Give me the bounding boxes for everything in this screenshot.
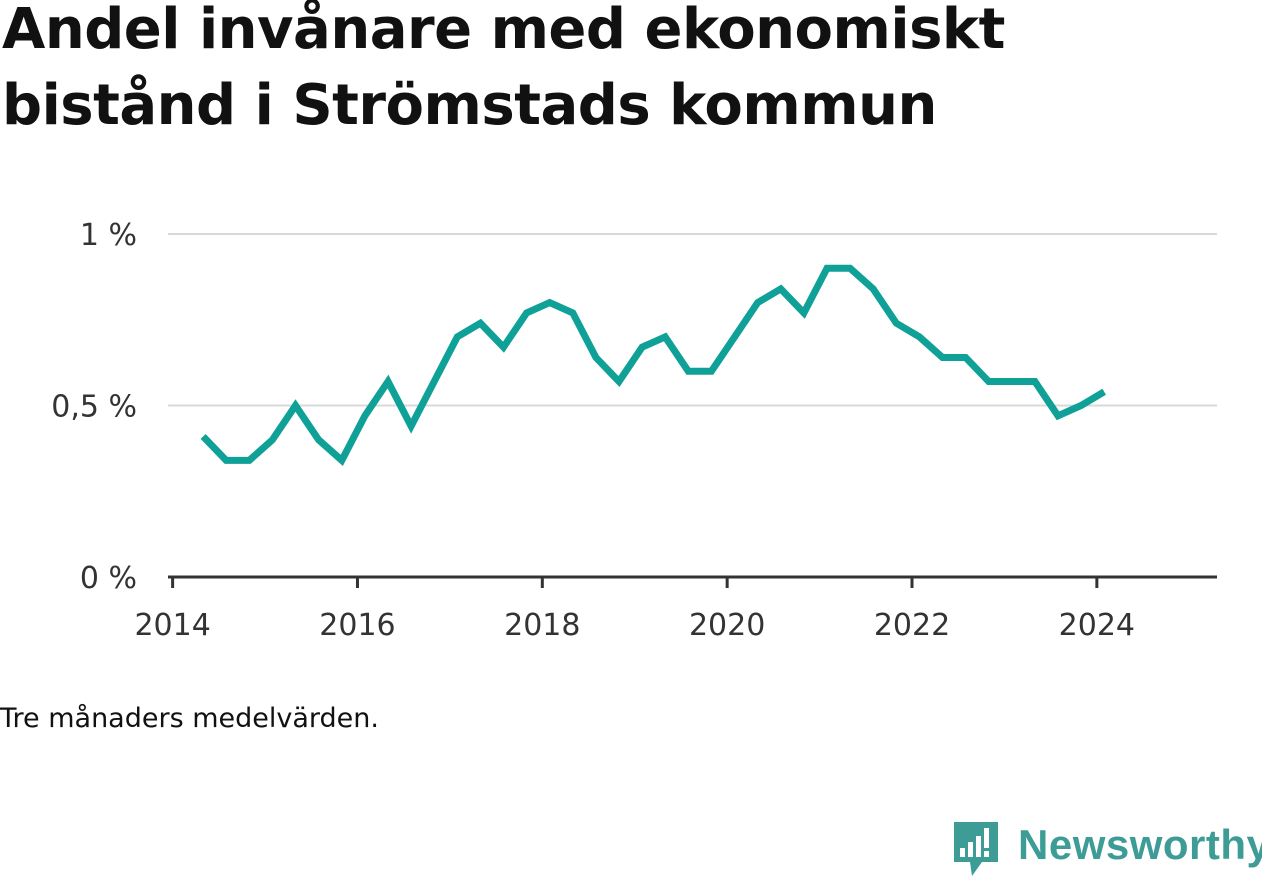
brand-name: Newsworthy xyxy=(1018,821,1262,868)
y-tick-label: 0 % xyxy=(80,561,137,596)
y-tick-label: 0,5 % xyxy=(51,390,137,425)
x-tick-label: 2024 xyxy=(1059,608,1135,643)
chart-note: Tre månaders medelvärden. xyxy=(0,703,379,734)
y-tick-label: 1 % xyxy=(80,218,137,253)
series-layer xyxy=(200,264,1106,467)
x-tick-label: 2016 xyxy=(319,608,395,643)
x-tick-label: 2022 xyxy=(874,608,950,643)
x-axis: 2014 2016 2018 2020 2022 2024 xyxy=(134,577,1135,643)
gridlines xyxy=(168,233,1217,407)
newsworthy-logo[interactable]: Newsworthy xyxy=(950,818,1262,880)
x-tick-label: 2018 xyxy=(504,608,580,643)
series-line xyxy=(200,264,1106,467)
y-axis-labels: 0 % 0,5 % 1 % xyxy=(51,218,137,596)
bar-chart-speech-bubble-icon xyxy=(954,822,998,876)
chart-title: Andel invånare med ekonomiskt bistånd i … xyxy=(2,0,1005,138)
x-tick-label: 2020 xyxy=(689,608,765,643)
line-chart: 0 % 0,5 % 1 % 2014 2016 2018 2020 2022 2024 xyxy=(51,218,1217,643)
x-tick-label: 2014 xyxy=(134,608,210,643)
